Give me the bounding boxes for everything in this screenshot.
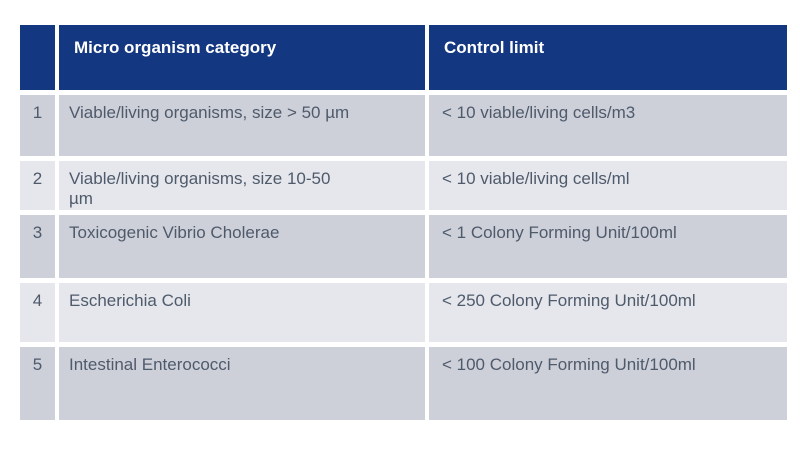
header-number-cell [20,25,55,90]
table-row: 4 Escherichia Coli < 250 Colony Forming … [20,283,787,342]
table-row: 3 Toxicogenic Vibrio Cholerae < 1 Colony… [20,215,787,278]
table-row: 2 Viable/living organisms, size 10-50 µm… [20,161,787,210]
row-limit: < 250 Colony Forming Unit/100ml [429,283,787,342]
table-row: 1 Viable/living organisms, size > 50 µm … [20,95,787,156]
header-category-cell: Micro organism category [59,25,425,90]
row-number: 1 [20,95,55,156]
row-number: 5 [20,347,55,420]
row-number: 3 [20,215,55,278]
row-number: 4 [20,283,55,342]
row-category: Intestinal Enterococci [59,347,425,420]
row-limit: < 1 Colony Forming Unit/100ml [429,215,787,278]
row-limit: < 10 viable/living cells/ml [429,161,787,210]
row-category: Viable/living organisms, size 10-50 µm [59,161,425,210]
header-limit-cell: Control limit [429,25,787,90]
row-limit: < 10 viable/living cells/m3 [429,95,787,156]
row-category: Viable/living organisms, size > 50 µm [59,95,425,156]
row-category: Toxicogenic Vibrio Cholerae [59,215,425,278]
row-limit: < 100 Colony Forming Unit/100ml [429,347,787,420]
table-row: 5 Intestinal Enterococci < 100 Colony Fo… [20,347,787,420]
row-number: 2 [20,161,55,210]
row-category: Escherichia Coli [59,283,425,342]
table-header-row: Micro organism category Control limit [20,25,787,90]
micro-organism-control-table: Micro organism category Control limit 1 … [16,20,791,425]
